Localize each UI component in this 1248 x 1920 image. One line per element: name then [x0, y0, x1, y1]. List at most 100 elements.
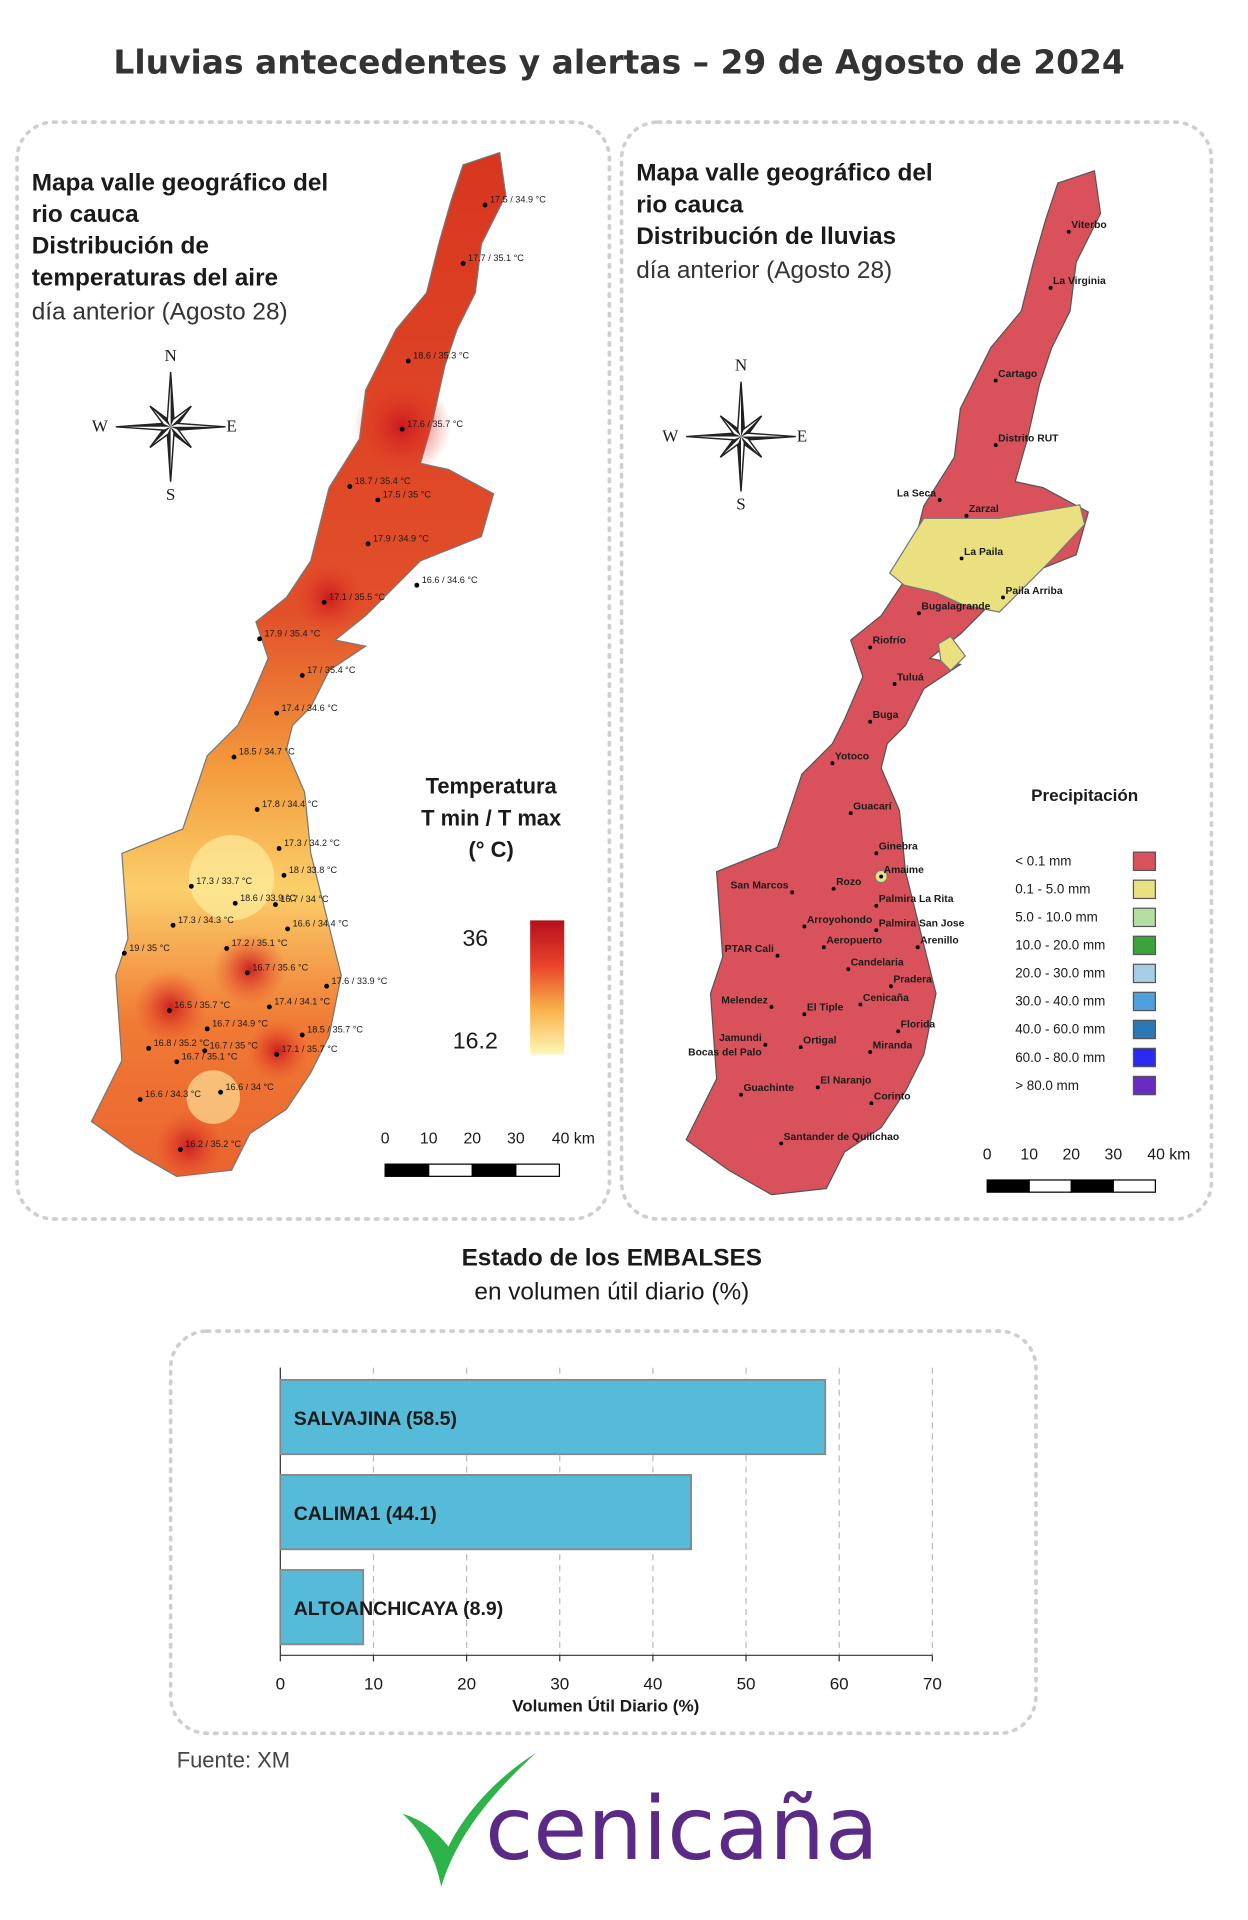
station-label: La Virginia [1053, 276, 1106, 287]
station-dot [365, 541, 371, 547]
map-title: temperaturas del aire [32, 264, 278, 291]
compass-rose [149, 426, 171, 448]
station-dot [775, 953, 780, 958]
station-dot [375, 497, 381, 503]
map-title: Distribución de lluvias [636, 223, 896, 250]
station-label: Ortigal [803, 1035, 836, 1046]
station-dot [274, 710, 280, 716]
station-label: La Seca [897, 488, 936, 499]
legend-swatch [1132, 935, 1156, 956]
colorbar-label: 36 [462, 925, 488, 951]
legend-swatch [1132, 851, 1156, 872]
temperature-map: Mapa valle geográfico del rio cauca Distri… [32, 151, 595, 1180]
rain-zone [937, 635, 967, 672]
station-label: Jamundi [719, 1033, 762, 1044]
station-dot [815, 1085, 820, 1090]
station-label: 16.2 / 35.2 °C [185, 1139, 241, 1149]
scale-segment [1070, 1179, 1114, 1193]
station-label: 18.6 / 33.9 °C [240, 893, 296, 903]
chart-subtitle: en volumen útil diario (%) [474, 1278, 749, 1305]
station-dot [916, 611, 921, 616]
scale-label: 20 [463, 1130, 481, 1147]
station-dot [993, 443, 998, 448]
station-dot [830, 761, 835, 766]
station-dot [299, 672, 305, 678]
hotspot [134, 970, 208, 1044]
legend-swatch [1132, 1075, 1156, 1096]
legend-label: 10.0 - 20.0 mm [1015, 938, 1105, 953]
station-dot [204, 1026, 210, 1032]
station-dot [1001, 595, 1005, 600]
station-label: 17.8 / 34.4 °C [262, 799, 318, 809]
station-label: Santander de Quilichao [784, 1132, 900, 1143]
station-label: Bugalagrande [921, 602, 990, 613]
station-dot [868, 719, 873, 724]
compass-rose [720, 415, 741, 437]
legend-swatch [1132, 991, 1156, 1012]
station-label: 17.2 / 35.1 °C [232, 938, 288, 948]
station-dot [405, 358, 411, 364]
compass-rose [115, 423, 171, 427]
legend-title: T min / T max [421, 805, 562, 830]
station-dot [846, 967, 851, 972]
station-label: 17.6 / 33.9 °C [332, 976, 388, 986]
scale-segment [1112, 1179, 1156, 1193]
station-dot [285, 926, 291, 932]
station-label: Rozo [836, 877, 861, 888]
page-title: Lluvias antecedentes y alertas – 29 de A… [113, 42, 1124, 81]
station-label: Candelaria [851, 957, 904, 968]
station-dot [231, 754, 237, 760]
value-label: SALVAJINA (58.5) [294, 1408, 457, 1430]
scale-segment [1028, 1179, 1072, 1193]
station-label: Paila Arriba [1005, 586, 1062, 597]
colorbar [530, 920, 565, 1055]
scale-segment [515, 1163, 561, 1177]
station-dot [324, 983, 330, 989]
scale-label: 0 [381, 1130, 390, 1147]
station-label: San Marcos [730, 881, 788, 892]
station-label: Viterbo [1071, 220, 1106, 231]
station-label: 18 / 33.8 °C [289, 865, 338, 875]
station-label: 18.6 / 35.3 °C [413, 351, 469, 361]
station-label: 16.7 / 34 °C [280, 894, 329, 904]
station-dot [273, 902, 278, 907]
station-dot [174, 1059, 180, 1065]
station-label: Riofrío [873, 636, 906, 647]
station-label: 17.5 / 34.9 °C [490, 195, 546, 205]
station-dot [274, 1052, 280, 1057]
hotspot [213, 932, 287, 1006]
station-dot [959, 556, 964, 561]
station-label: Guachinte [743, 1083, 794, 1094]
x-tick-label: 30 [550, 1674, 569, 1693]
map-subtitle: día anterior (Agosto 28) [32, 299, 288, 326]
scale-label: 20 [1062, 1146, 1080, 1163]
station-label: 16.7 / 34.9 °C [212, 1018, 268, 1028]
x-tick-label: 40 [643, 1674, 662, 1693]
station-dot [1066, 229, 1071, 234]
station-dot [218, 1089, 224, 1095]
scale-label: 30 [507, 1130, 525, 1147]
map-title: rio cauca [32, 201, 139, 228]
hotspot [247, 1020, 309, 1082]
map-title: Mapa valle geográfico del [636, 160, 932, 187]
station-label: 17.3 / 34.3 °C [178, 915, 234, 925]
legend-label: 60.0 - 80.0 mm [1015, 1050, 1105, 1065]
legend-label: 40.0 - 60.0 mm [1015, 1022, 1105, 1037]
station-dot [790, 890, 795, 895]
station-label: Pradera [893, 975, 932, 986]
compass-letter: S [166, 485, 175, 504]
station-dot [964, 513, 969, 518]
station-dot [1048, 285, 1053, 290]
compass-letter: W [92, 417, 109, 436]
station-dot [137, 1097, 143, 1102]
station-label: 17.3 / 34.2 °C [284, 838, 340, 848]
map-title: Distribución de [32, 233, 209, 260]
legend-title: Precipitación [1031, 786, 1138, 805]
station-label: 17 / 35.4 °C [307, 665, 356, 675]
station-label: Melendez [721, 995, 768, 1006]
station-dot [802, 1012, 807, 1017]
scale-label: 40 km [552, 1130, 595, 1147]
x-tick-label: 60 [830, 1674, 849, 1693]
station-label: Arroyohondo [807, 915, 873, 926]
